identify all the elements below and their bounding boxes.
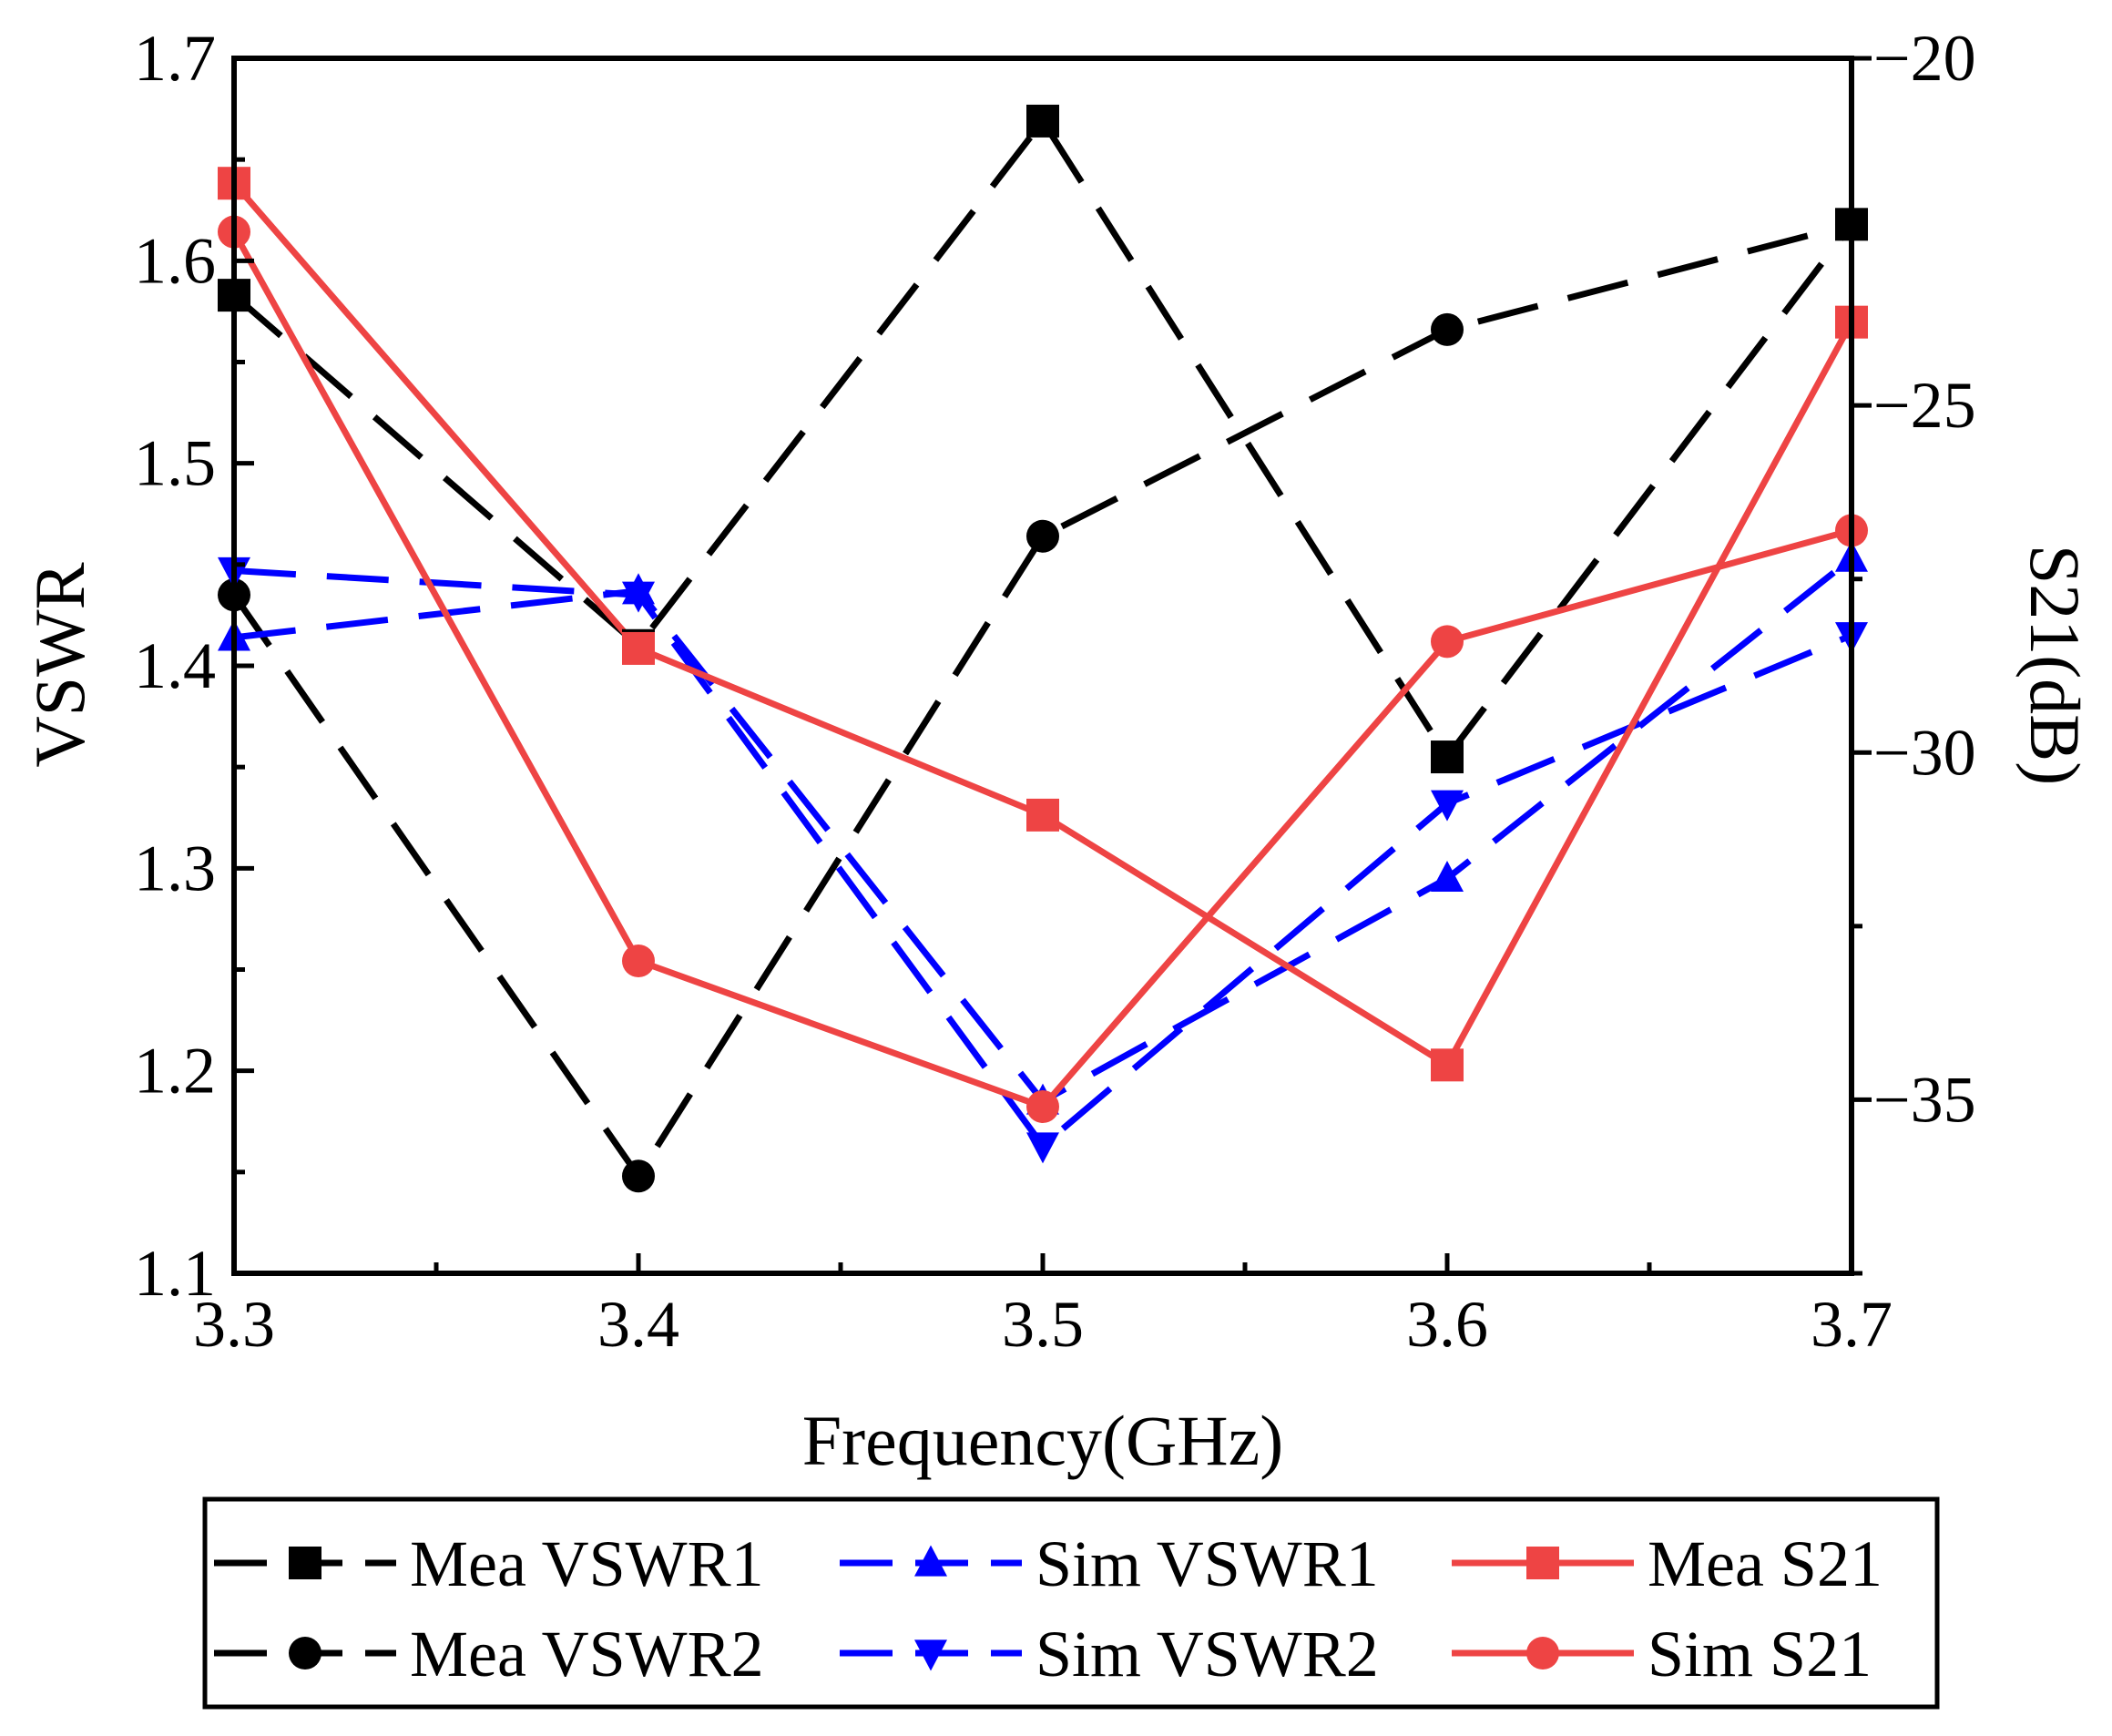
- data-point-sim-vswr1-3: [1431, 861, 1464, 893]
- legend-box: [202, 1496, 1940, 1710]
- y-tick-label: 1.6: [134, 224, 216, 297]
- data-point-mea-vswr1-3: [1431, 740, 1464, 774]
- x-tick-label: 3.3: [193, 1288, 275, 1361]
- data-point-mea-vswr2-2: [1026, 519, 1059, 553]
- data-point-sim-s21-2: [1026, 1090, 1059, 1124]
- legend-marker: [914, 1639, 947, 1671]
- series-line-mea-vswr1: [231, 117, 1854, 761]
- y-tick-label: 1.2: [134, 1035, 216, 1108]
- plot-marks: [218, 104, 1868, 1193]
- data-point-sim-vswr2-3: [1431, 790, 1464, 822]
- legend-label: Mea VSWR2: [410, 1618, 764, 1690]
- y-tick-label: 1.5: [134, 427, 216, 500]
- x-tick-label: 3.7: [1811, 1288, 1893, 1361]
- x-tick-label: 3.5: [1002, 1288, 1084, 1361]
- x-tick-label: 3.6: [1406, 1288, 1488, 1361]
- data-point-sim-vswr2-2: [1026, 1132, 1059, 1164]
- axes: 3.3 3.4 3.5 3.6 3.7 1.1 1.2 1.3 1.4 1.5 1.6 1.7 −35 −…: [134, 22, 1976, 1361]
- series-line-mea-vswr2: [231, 220, 1852, 1179]
- y2-tick-label: −25: [1873, 369, 1976, 442]
- y-tick-label: 1.1: [134, 1237, 216, 1310]
- legend-label: Sim VSWR1: [1036, 1527, 1379, 1600]
- data-point-mea-s21-2: [1026, 798, 1059, 832]
- legend-label: Mea S21: [1648, 1527, 1882, 1600]
- x-tick-label: 3.4: [597, 1288, 679, 1361]
- legend-marker: [1526, 1547, 1559, 1579]
- y2-tick-label: −30: [1873, 716, 1976, 789]
- legend-marker: [1526, 1637, 1559, 1670]
- data-point-sim-vswr2-1: [622, 581, 655, 613]
- series-line-sim-vswr2: [233, 567, 1853, 1149]
- data-point-mea-vswr1-2: [1026, 104, 1059, 138]
- legend-label: Sim S21: [1648, 1618, 1872, 1690]
- series-line-sim-s21: [230, 230, 1852, 1110]
- series-line-mea-s21: [231, 180, 1855, 1068]
- y2-tick-label: −20: [1873, 22, 1976, 95]
- legend-label: Sim VSWR2: [1036, 1618, 1379, 1690]
- legend-label: Mea VSWR1: [410, 1527, 764, 1600]
- data-point-mea-s21-1: [622, 631, 655, 665]
- x-axis-title: Frequency(GHz): [802, 1401, 1283, 1480]
- y-axis-title: VSWR: [20, 562, 99, 767]
- data-point-mea-vswr2-3: [1431, 312, 1464, 346]
- data-point-mea-vswr2-1: [622, 1159, 655, 1193]
- data-point-sim-s21-1: [622, 944, 655, 977]
- y2-tick-label: −35: [1873, 1063, 1976, 1136]
- data-point-sim-s21-3: [1431, 625, 1464, 659]
- y-tick-label: 1.4: [134, 629, 216, 702]
- y2-axis-title: S21(dB): [2015, 545, 2095, 785]
- legend-marker: [289, 1637, 321, 1670]
- y-tick-label: 1.7: [134, 22, 216, 95]
- y-tick-label: 1.3: [134, 832, 216, 904]
- legend: Mea VSWR1 Sim VSWR1 Mea S21 Mea VSWR2 Sim VS…: [202, 1496, 1940, 1710]
- legend-marker: [914, 1545, 947, 1577]
- data-point-mea-s21-3: [1431, 1048, 1464, 1082]
- legend-marker: [289, 1547, 321, 1579]
